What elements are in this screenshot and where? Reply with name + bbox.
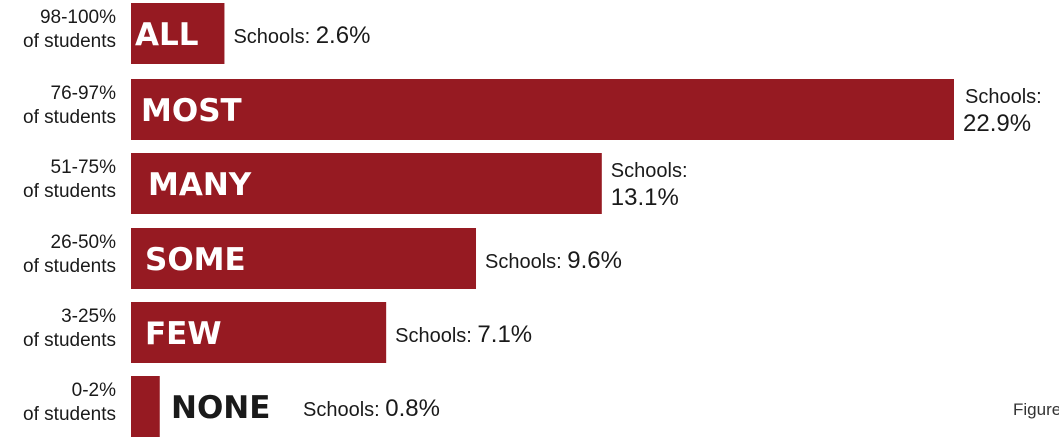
bar bbox=[131, 228, 477, 289]
value-label: Schools: 0.8% bbox=[303, 395, 440, 422]
bar bbox=[131, 376, 160, 437]
category-label: of students bbox=[23, 404, 116, 425]
category-label: 76-97% bbox=[51, 83, 117, 104]
bar-label: MANY bbox=[148, 167, 252, 203]
value-label: 13.1% bbox=[611, 184, 679, 211]
category-label: of students bbox=[23, 31, 116, 52]
category-label: 3-25% bbox=[61, 306, 116, 327]
category-label: of students bbox=[23, 107, 116, 128]
bar-label: FEW bbox=[145, 316, 222, 352]
category-label: of students bbox=[23, 181, 116, 202]
bar bbox=[131, 302, 387, 363]
bar bbox=[131, 3, 225, 64]
category-label: 51-75% bbox=[51, 157, 117, 178]
bar-label: SOME bbox=[145, 242, 246, 278]
bar bbox=[131, 153, 602, 214]
figure-caption: Figure bbox=[1013, 400, 1059, 419]
value-label: Schools: bbox=[611, 160, 688, 182]
value-label: Schools: bbox=[965, 86, 1042, 108]
bar-label: ALL bbox=[135, 17, 199, 53]
value-label: 22.9% bbox=[963, 110, 1031, 137]
bar-label: MOST bbox=[141, 93, 242, 129]
category-label: 98-100% bbox=[40, 7, 116, 28]
bar-label: NONE bbox=[171, 390, 270, 426]
category-label: 0-2% bbox=[72, 380, 116, 401]
bar bbox=[131, 79, 954, 140]
category-label: 26-50% bbox=[51, 232, 117, 253]
value-label: Schools: 7.1% bbox=[395, 321, 532, 348]
value-label: Schools: 2.6% bbox=[233, 22, 370, 49]
category-label: of students bbox=[23, 330, 116, 351]
category-label: of students bbox=[23, 256, 116, 277]
value-label: Schools: 9.6% bbox=[485, 247, 622, 274]
